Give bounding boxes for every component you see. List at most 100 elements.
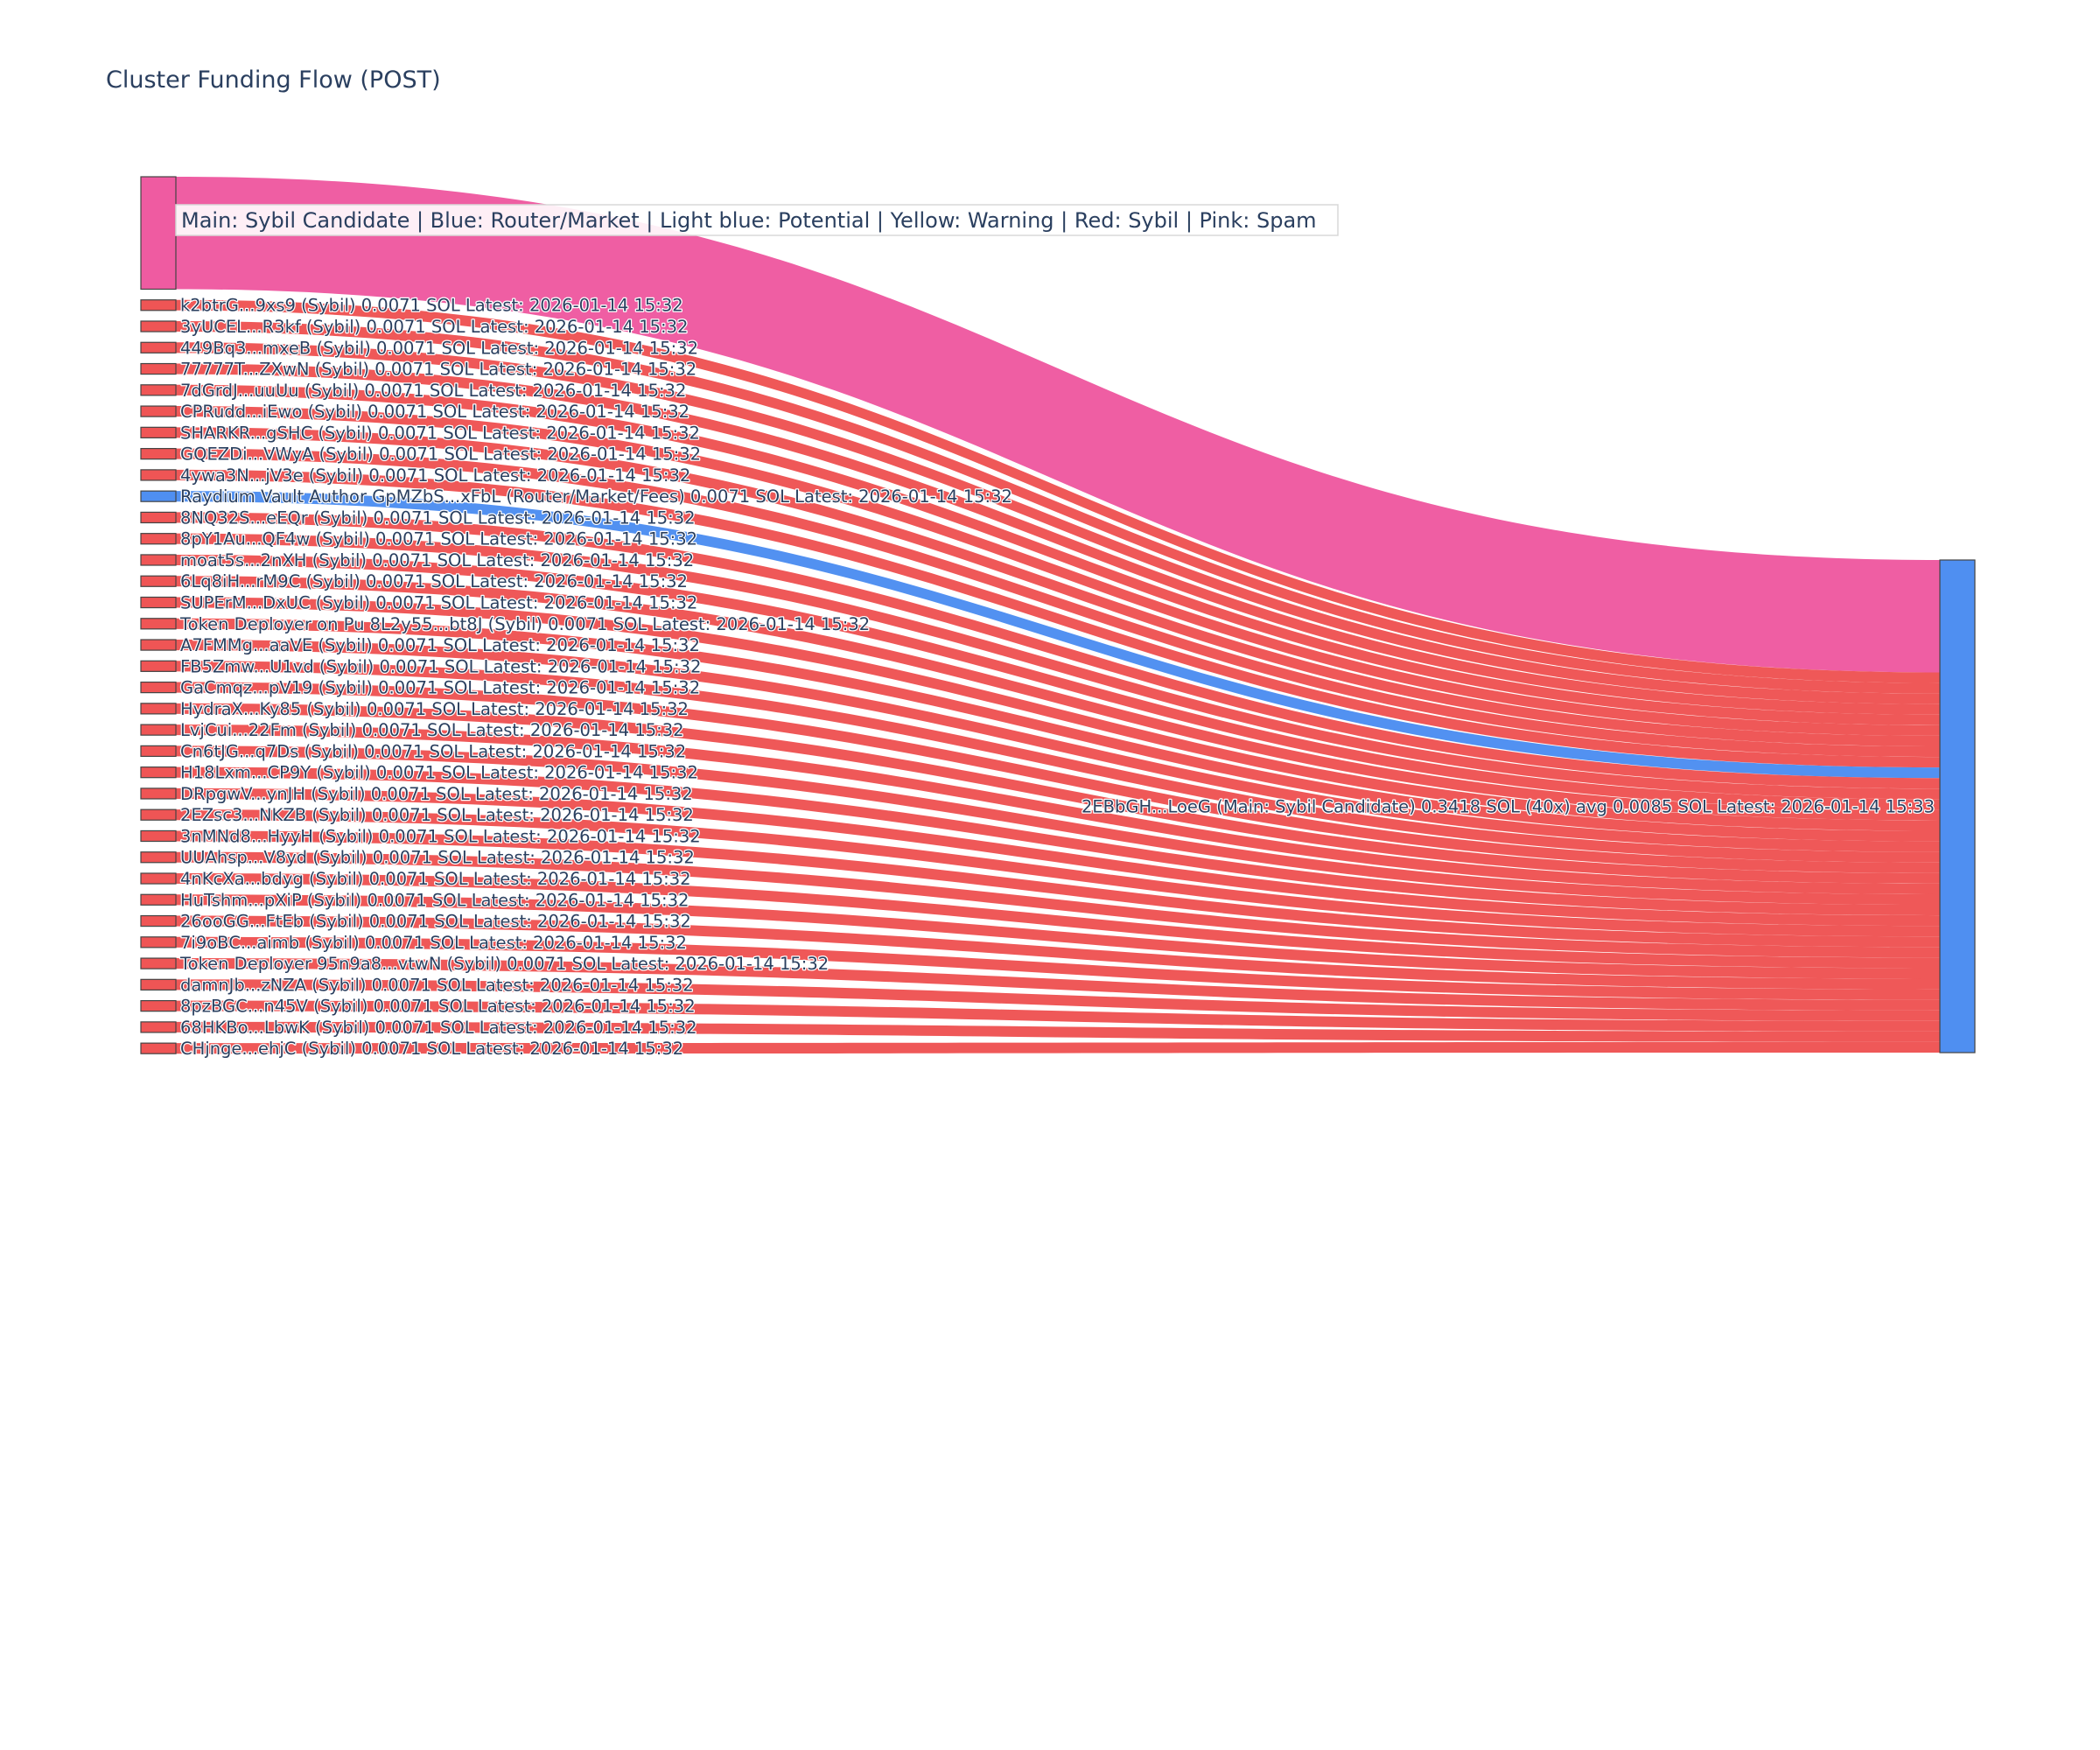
target-node-label: 2EBbGH...LoeG (Main: Sybil Candidate) 0.…	[1082, 797, 1935, 817]
source-node-label: DRpgwV...ynJH (Sybil) 0.0071 SOL Latest:…	[180, 784, 693, 804]
source-node-label: 2EZsc3...NKZB (Sybil) 0.0071 SOL Latest:…	[180, 805, 694, 825]
flow-nodes	[140, 176, 1976, 1054]
source-node[interactable]	[140, 490, 177, 502]
source-node[interactable]	[140, 341, 177, 354]
source-node[interactable]	[140, 936, 177, 948]
source-node[interactable]	[140, 914, 177, 928]
flow-link[interactable]	[176, 640, 1940, 852]
flow-link[interactable]	[176, 618, 1940, 842]
flow-link[interactable]	[176, 915, 1940, 990]
flow-link[interactable]	[176, 1021, 1940, 1042]
source-node[interactable]	[140, 660, 177, 672]
flow-link[interactable]	[176, 448, 1940, 758]
flow-link[interactable]	[176, 512, 1940, 789]
legend: Main: Sybil Candidate | Blue: Router/Mar…	[175, 204, 1339, 236]
source-node-label: CPRudd...iEwo (Sybil) 0.0071 SOL Latest:…	[180, 402, 690, 422]
source-node-label: SUPErM...DxUC (Sybil) 0.0071 SOL Latest:…	[180, 593, 697, 613]
source-node-label: 4nKcXa...bdyg (Sybil) 0.0071 SOL Latest:…	[180, 869, 691, 889]
source-node[interactable]	[140, 575, 177, 587]
source-node[interactable]	[140, 511, 177, 524]
source-node[interactable]	[140, 745, 177, 758]
flow-links	[176, 177, 1940, 1054]
flow-link[interactable]	[176, 851, 1940, 958]
flow-link[interactable]	[176, 299, 1940, 683]
source-node[interactable]	[140, 788, 177, 800]
flow-link[interactable]	[176, 342, 1940, 704]
flow-link[interactable]	[176, 177, 1940, 673]
source-node[interactable]	[140, 830, 177, 843]
source-node[interactable]	[140, 405, 177, 417]
source-node[interactable]	[140, 957, 177, 970]
source-node-label: 3yUCEL...R3kf (Sybil) 0.0071 SOL Latest:…	[180, 317, 688, 337]
flow-link[interactable]	[176, 384, 1940, 725]
source-node[interactable]	[140, 1021, 177, 1033]
flow-link[interactable]	[176, 1041, 1940, 1054]
source-node[interactable]	[140, 808, 177, 821]
flow-link[interactable]	[176, 703, 1940, 884]
source-node-label: 3nMNd8...HyyH (Sybil) 0.0071 SOL Latest:…	[180, 826, 701, 846]
source-node-label: 77777T...ZXwN (Sybil) 0.0071 SOL Latest:…	[180, 360, 696, 380]
source-node[interactable]	[140, 554, 177, 566]
source-node[interactable]	[140, 1042, 177, 1054]
flow-link[interactable]	[176, 533, 1940, 800]
flow-link[interactable]	[176, 936, 1940, 1000]
flow-link[interactable]	[176, 872, 1940, 969]
flow-link[interactable]	[176, 788, 1940, 927]
flow-link[interactable]	[176, 809, 1940, 937]
flow-link[interactable]	[176, 469, 1940, 768]
flow-link[interactable]	[176, 320, 1940, 694]
source-node-label: 68HKBo...LbwK (Sybil) 0.0071 SOL Latest:…	[180, 1018, 697, 1038]
flow-link[interactable]	[176, 958, 1940, 1011]
flow-link[interactable]	[176, 746, 1940, 906]
source-node[interactable]	[140, 618, 177, 630]
flow-link[interactable]	[176, 724, 1940, 894]
flow-link[interactable]	[176, 427, 1940, 746]
source-node-label: Token Deployer on Pu 8L2y55...bt8J (Sybi…	[179, 614, 870, 634]
source-node[interactable]	[140, 872, 177, 885]
flow-link[interactable]	[176, 979, 1940, 1021]
source-node[interactable]	[140, 851, 177, 864]
flow-link[interactable]	[176, 894, 1940, 979]
target-node[interactable]	[1939, 559, 1976, 1054]
source-node[interactable]	[140, 469, 177, 481]
source-node[interactable]	[140, 999, 177, 1012]
source-node[interactable]	[140, 426, 177, 438]
flow-link[interactable]	[176, 766, 1940, 916]
source-node[interactable]	[140, 533, 177, 545]
source-node[interactable]	[140, 384, 177, 396]
flow-link[interactable]	[176, 661, 1940, 863]
flow-link[interactable]	[176, 491, 1940, 779]
source-node[interactable]	[140, 681, 177, 694]
source-node[interactable]	[140, 724, 177, 736]
flow-link[interactable]	[176, 830, 1940, 948]
flow-link[interactable]	[176, 363, 1940, 715]
source-node[interactable]	[140, 176, 177, 290]
flow-link[interactable]	[176, 406, 1940, 736]
source-node-label: k2btrG...9xs9 (Sybil) 0.0071 SOL Latest:…	[180, 296, 683, 316]
source-node[interactable]	[140, 447, 177, 460]
flow-link[interactable]	[176, 576, 1940, 821]
source-node[interactable]	[140, 893, 177, 906]
source-node-label: 8pzBGC...n45V (Sybil) 0.0071 SOL Latest:…	[180, 997, 696, 1017]
source-node[interactable]	[140, 703, 177, 715]
source-node-label: 8pY1Au...QF4w (Sybil) 0.0071 SOL Latest:…	[180, 529, 697, 550]
source-node[interactable]	[140, 299, 177, 312]
flow-link[interactable]	[176, 1000, 1940, 1032]
source-node[interactable]	[140, 362, 177, 375]
source-node[interactable]	[140, 639, 177, 651]
source-node-label: 449Bq3...mxeB (Sybil) 0.0071 SOL Latest:…	[180, 338, 698, 358]
flow-link[interactable]	[176, 597, 1940, 831]
source-node[interactable]	[140, 320, 177, 332]
source-node-label: FB5Zmw...U1vd (Sybil) 0.0071 SOL Latest:…	[180, 656, 701, 676]
source-node[interactable]	[140, 978, 177, 990]
source-node-label: 26ooGG...FtEb (Sybil) 0.0071 SOL Latest:…	[180, 912, 691, 932]
chart-title: Cluster Funding Flow (POST)	[106, 66, 441, 94]
source-node-label: 8NQ32S...eEQr (Sybil) 0.0071 SOL Latest:…	[180, 508, 696, 528]
source-node-label: damnJb...zNZA (Sybil) 0.0071 SOL Latest:…	[180, 975, 694, 995]
node-labels: k2btrG...9xs9 (Sybil) 0.0071 SOL Latest:…	[178, 294, 1936, 1060]
flow-link[interactable]	[176, 554, 1940, 810]
source-node-label: LvjCui...22Fm (Sybil) 0.0071 SOL Latest:…	[180, 720, 684, 740]
flow-link[interactable]	[176, 682, 1940, 873]
source-node[interactable]	[140, 766, 177, 779]
source-node[interactable]	[140, 596, 177, 609]
